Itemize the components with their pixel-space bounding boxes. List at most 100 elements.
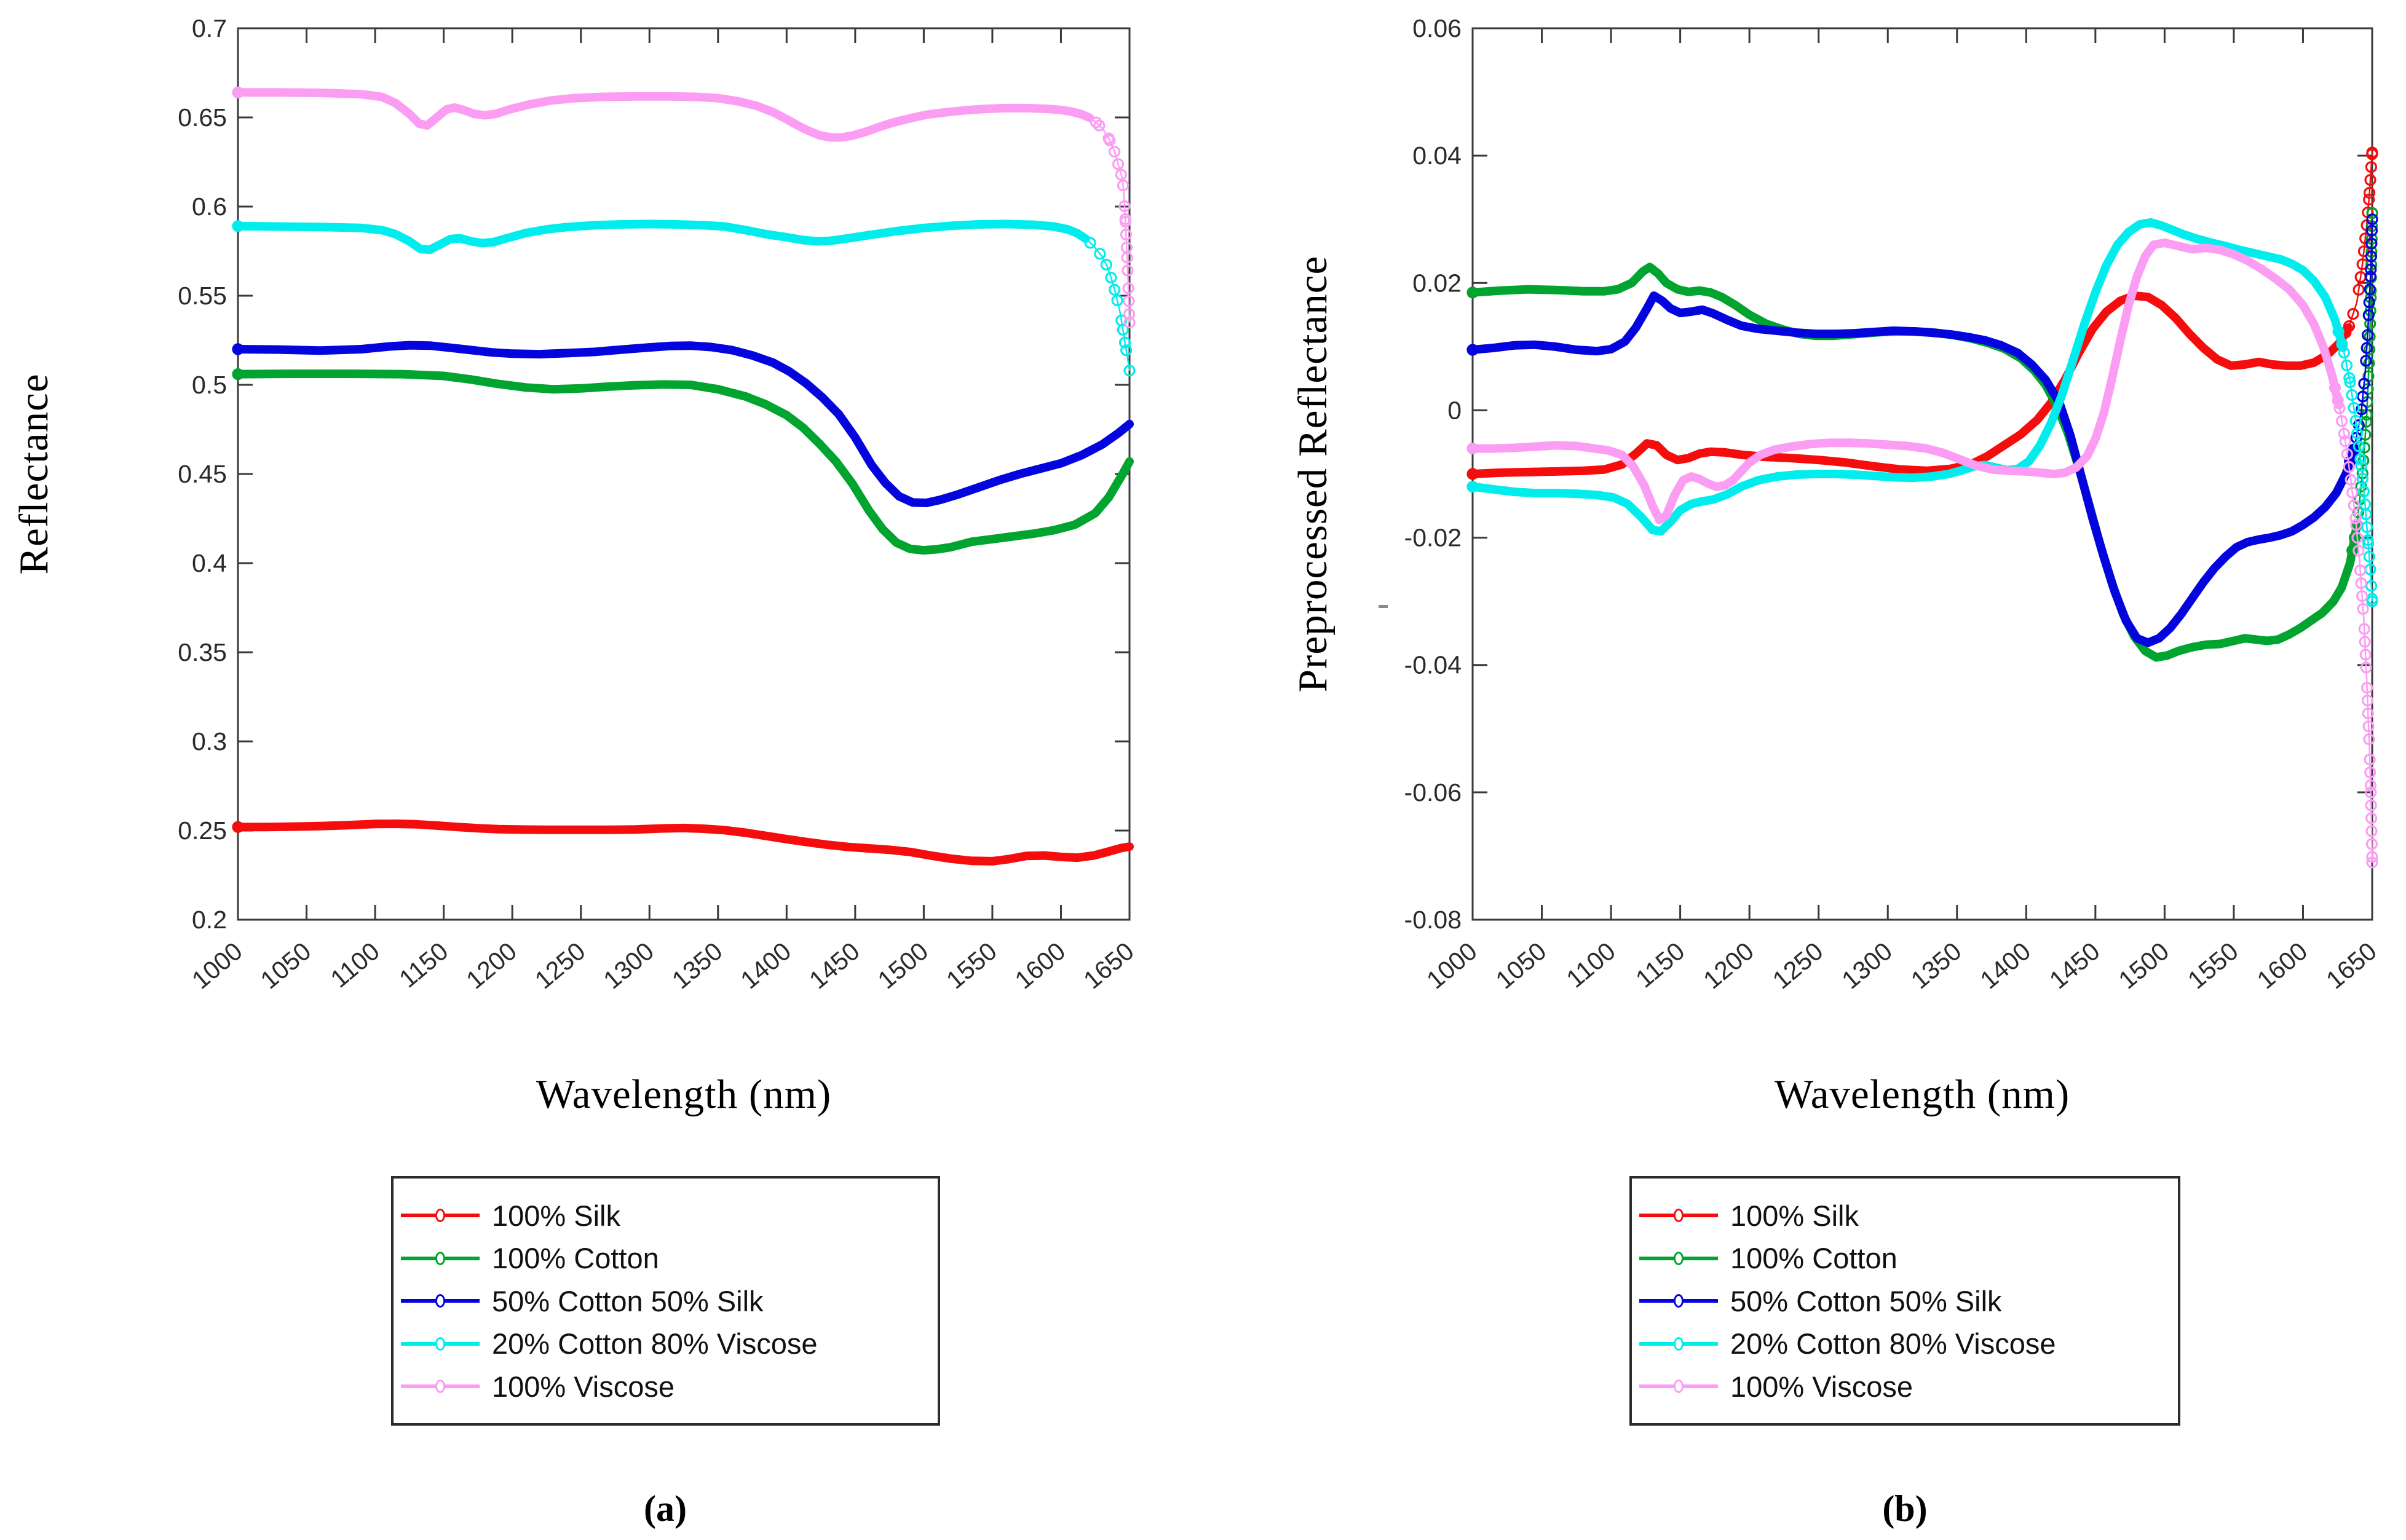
series-line-100-viscose [234,88,1094,142]
x-tick-label: 1550 [2182,937,2243,995]
x-tick-label: 1300 [598,937,659,995]
legend-item-label: 100% Viscose [492,1370,675,1403]
y-tick-label: -0.08 [1404,906,1462,934]
series-line-50-cotton-50-silk [234,341,1134,507]
legend-item-label: 100% Viscose [1730,1370,1913,1403]
series-tail-marker [2354,453,2367,465]
x-tick-label: 1050 [1490,937,1551,995]
series-tail-marker [2344,456,2356,468]
legend-left: 100% Silk 100% Cotton 50% Cotton 50% Silk 2… [391,1176,940,1426]
legend-item-label: 20% Cotton 80% Viscose [492,1327,818,1360]
series-tail-marker [2333,402,2346,414]
series-tail-marker [2356,403,2368,416]
series-tail-marker [2364,753,2376,766]
series-tail-marker [2365,263,2377,275]
series-tail-marker [2363,357,2375,369]
legend-item-label: 100% Silk [492,1199,620,1232]
y-tick-label: 0.55 [178,282,227,310]
series-line-100-viscose [1468,239,2343,524]
legend-line-sample [401,1209,480,1222]
y-tick-label: -0.04 [1404,651,1462,679]
axes-box [237,27,1131,921]
legend-item-label: 100% Cotton [492,1242,659,1274]
series-tail-marker [2360,521,2373,534]
series-tail-marker [2343,460,2355,473]
legend-circle-marker [435,1251,445,1265]
legend-circle-marker [1674,1251,1684,1265]
legend-item: 100% Viscose [401,1370,932,1403]
series-tail-marker [2340,359,2353,371]
series-start-marker [1466,442,1479,455]
y-axis-title-right: Preprocessed Reflectance [1290,255,1336,693]
series-tail-marker [1111,294,1123,307]
series-tail-marker [1121,251,1133,264]
series-tail-marker [2359,636,2371,648]
series-tail-marker [2366,595,2378,607]
series-tail-marker [2359,649,2372,661]
y-axis-title-left: Reflectance [11,373,57,575]
legend-item: 100% Cotton [401,1242,932,1274]
series-tail-marker [2348,401,2360,414]
legend-circle-marker [435,1337,445,1351]
series-tail-marker [2361,329,2374,341]
legend-circle-marker [1674,1294,1684,1308]
series-tail-marker [2345,473,2357,486]
series-tail-marker [2365,224,2378,237]
series-tail-marker [2358,623,2370,635]
series-tail-marker [2360,342,2373,354]
series-tail-marker [2363,194,2375,206]
series-tail-marker [1123,308,1136,320]
series-start-marker [232,821,244,833]
series-tail-marker [2347,308,2359,320]
series-line-100-silk [234,819,1134,866]
y-tick-label: 0.04 [1412,141,1462,170]
series-tail-marker [2365,161,2377,173]
stray-mark [1379,605,1388,608]
series-tail-marker [1120,228,1133,241]
x-tick-label: 1000 [186,937,247,995]
y-tick-label: 0.25 [178,816,227,845]
series-tail-marker [2350,519,2362,531]
series-tail-marker [2364,270,2376,283]
series-tail-marker [2332,325,2345,338]
legend-line-sample [401,1294,480,1308]
legend-item: 50% Cotton 50% Silk [401,1285,932,1317]
x-tick-label: 1100 [1561,937,1621,993]
series-tail-marker [2332,394,2344,407]
legend-item-label: 50% Cotton 50% Silk [1730,1284,2002,1317]
legend-circle-marker [435,1380,445,1393]
series-tail-marker [2346,544,2359,556]
x-tick-label: 1300 [1837,937,1897,995]
series-tail-marker [2354,564,2367,577]
caption-a: (a) [644,1488,687,1529]
series-tail-marker [2336,415,2348,427]
series-tail-marker [2366,207,2378,219]
legend-item-label: 100% Cotton [1730,1242,1897,1274]
series-tail-marker [1084,237,1096,249]
y-tick-label: 0.3 [192,727,227,756]
series-tail-marker [2355,459,2367,472]
series-line-100-silk [1468,291,2353,478]
legend-item-label: 20% Cotton 80% Viscose [1730,1327,2056,1360]
series-tail-marker [2348,499,2360,511]
legend-circle-marker [1674,1209,1684,1222]
x-tick-label: 1200 [1698,937,1759,995]
series-tail-marker [2346,486,2359,499]
series-tail-marker [2329,382,2341,394]
legend-line-sample [1639,1380,1718,1393]
legend-circle-marker [435,1294,445,1308]
series-tail-marker [2365,838,2378,850]
series-tail-marker [2364,283,2376,296]
series-tail-marker [2364,174,2376,186]
x-tick-label: 1400 [1975,937,2036,995]
series-line-100-cotton [1468,263,2362,662]
legend-item: 100% Viscose [1639,1370,2172,1403]
y-tick-label: 0.45 [178,460,227,488]
x-tick-label: 1350 [1905,937,1966,995]
series-tail-marker [2365,812,2378,824]
x-tick-label: 1350 [667,937,727,995]
series-tail-marker [2365,250,2377,263]
legend-item-label: 50% Cotton 50% Silk [492,1284,764,1317]
series-tail-marker [2364,187,2376,199]
series-tail-marker [1118,336,1131,349]
